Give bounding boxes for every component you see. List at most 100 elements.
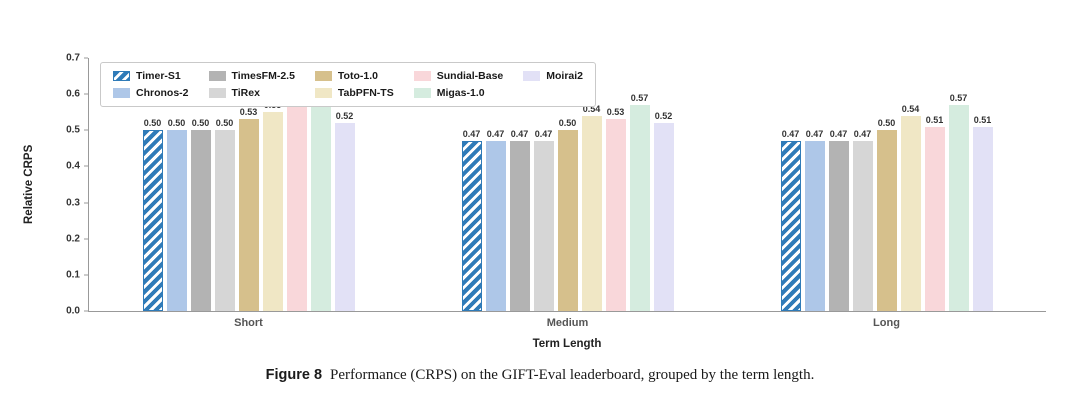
legend: Timer-S1 Chronos-2 TimesFM-2.5 TiRex Toto-1.… [100, 62, 597, 107]
y-axis-title: Relative CRPS [23, 144, 35, 225]
bar-value-label: 0.47 [486, 129, 505, 139]
y-tick-0.3: 0.3 [66, 197, 88, 208]
y-tick-0.6: 0.6 [66, 89, 88, 100]
bar-value-label: 0.50 [191, 118, 210, 128]
legend-swatch-icon [208, 88, 226, 98]
y-tick-0.4: 0.4 [66, 161, 88, 172]
bar [924, 127, 945, 311]
x-tick-label-medium: Medium [546, 317, 589, 329]
bar-value-label: 0.47 [853, 129, 872, 139]
y-tick-0.1: 0.1 [66, 269, 88, 280]
legend-label: Migas-1.0 [436, 87, 485, 99]
bar-timesfm-2.5-medium: 0.47 [509, 129, 530, 311]
bar-toto-1.0-long: 0.50 [876, 118, 897, 311]
y-tick-mark [84, 129, 88, 131]
bar [629, 105, 650, 311]
legend-swatch-icon [413, 88, 431, 98]
legend-item-sundial-base: Sundial-Base [413, 70, 504, 82]
bar [310, 87, 331, 311]
legend-label: TabPFN-TS [337, 87, 394, 99]
y-tick-label: 0.0 [66, 305, 80, 317]
bar-timer-s1-long: 0.47 [780, 129, 801, 311]
plot-row: Relative CRPS 0.0 0.1 0.2 0.3 0.4 0.5 0.6 0.7 0… [16, 53, 1064, 350]
y-tick-mark [84, 165, 88, 167]
bar-tirex-long: 0.47 [852, 129, 873, 311]
bar-moirai2-medium: 0.52 [653, 111, 674, 311]
bar-sundial-base-medium: 0.53 [605, 107, 626, 311]
bar-migas-1.0-medium: 0.57 [629, 93, 650, 311]
bar-moirai2-long: 0.51 [972, 115, 993, 311]
bar [190, 130, 211, 311]
bar [972, 127, 993, 311]
legend-label: Sundial-Base [436, 70, 504, 82]
legend-item-tabpfn-ts: TabPFN-TS [314, 87, 394, 99]
y-tick-mark [84, 238, 88, 240]
bar-value-label: 0.47 [534, 129, 553, 139]
legend-item-timer-s1: Timer-S1 [113, 70, 189, 82]
bar-tirex-medium: 0.47 [533, 129, 554, 311]
y-tick-0.2: 0.2 [66, 233, 88, 244]
y-tick-mark [84, 274, 88, 276]
bar-value-label: 0.54 [901, 104, 920, 114]
legend-swatch-icon [413, 71, 431, 81]
bar-value-label: 0.50 [143, 118, 162, 128]
bar [214, 130, 235, 311]
bar [557, 130, 578, 311]
bar [485, 141, 506, 311]
bar-timesfm-2.5-long: 0.47 [828, 129, 849, 311]
bar-moirai2-short: 0.52 [334, 111, 355, 311]
bar-sundial-base-short: 0.59 [286, 86, 307, 311]
bar-chronos-2-long: 0.47 [804, 129, 825, 311]
bar [142, 130, 163, 311]
legend-swatch-icon [208, 71, 226, 81]
bar [238, 119, 259, 311]
bar-value-label: 0.52 [335, 111, 354, 121]
y-tick-mark [84, 93, 88, 95]
y-tick-label: 0.3 [66, 197, 80, 209]
bar-value-label: 0.53 [239, 107, 258, 117]
bar-tabpfn-ts-short: 0.55 [262, 100, 283, 311]
bar [780, 141, 801, 311]
caption-text: Performance (CRPS) on the GIFT-Eval lead… [330, 367, 815, 383]
bar-timer-s1-short: 0.50 [142, 118, 163, 311]
legend-item-timesfm-2.5: TimesFM-2.5 [208, 70, 295, 82]
bar-value-label: 0.51 [973, 115, 992, 125]
bar [876, 130, 897, 311]
legend-swatch-icon [113, 88, 130, 98]
bar-value-label: 0.47 [462, 129, 481, 139]
bar-value-label: 0.57 [949, 93, 968, 103]
plot-area: 0.50 0.50 0.50 0.50 0.53 0.550.590.62 0.52 Shor… [88, 58, 1046, 329]
legend-item-chronos-2: Chronos-2 [113, 87, 189, 99]
bar [262, 112, 283, 311]
y-tick-0.0: 0.0 [66, 306, 88, 317]
bar-value-label: 0.50 [558, 118, 577, 128]
y-tick-mark [84, 202, 88, 204]
bar-migas-1.0-short: 0.62 [310, 75, 331, 311]
y-tick-label: 0.6 [66, 88, 80, 100]
legend-label: TiRex [231, 87, 260, 99]
legend-item-tirex: TiRex [208, 87, 295, 99]
bar [461, 141, 482, 311]
bar-chronos-2-medium: 0.47 [485, 129, 506, 311]
bar [166, 130, 187, 311]
bar [828, 141, 849, 311]
bar-toto-1.0-medium: 0.50 [557, 118, 578, 311]
bar [509, 141, 530, 311]
y-tick-mark [84, 57, 88, 59]
figure-label: Figure 8 [265, 367, 323, 383]
bar-timesfm-2.5-short: 0.50 [190, 118, 211, 311]
y-tick-mark [84, 310, 88, 312]
legend-label: TimesFM-2.5 [231, 70, 295, 82]
y-tick-0.7: 0.7 [66, 53, 88, 64]
legend-swatch-icon [314, 88, 332, 98]
bar [804, 141, 825, 311]
bar-timer-s1-medium: 0.47 [461, 129, 482, 311]
bar-value-label: 0.47 [510, 129, 529, 139]
bar-sundial-base-long: 0.51 [924, 115, 945, 311]
y-axis: 0.0 0.1 0.2 0.3 0.4 0.5 0.6 0.7 [42, 53, 88, 317]
bar [605, 119, 626, 311]
y-tick-label: 0.5 [66, 124, 80, 136]
legend-label: Toto-1.0 [337, 70, 378, 82]
bar-value-label: 0.50 [215, 118, 234, 128]
bar-migas-1.0-long: 0.57 [948, 93, 969, 311]
